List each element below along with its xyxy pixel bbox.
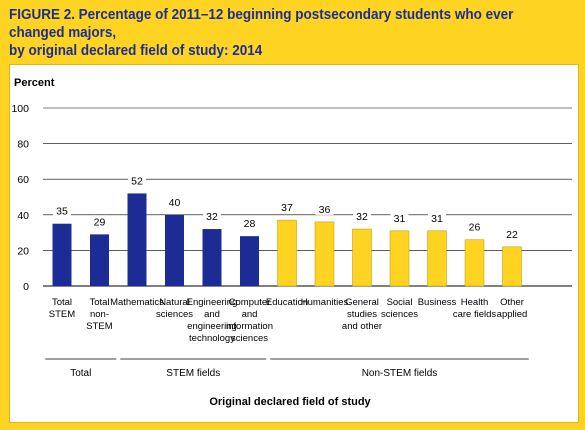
data-label: 26 — [469, 222, 481, 234]
data-label-bg — [390, 211, 409, 224]
bar — [240, 236, 259, 286]
data-label-bg — [503, 227, 521, 240]
x-tick-label: Other applied — [497, 297, 528, 320]
figure-title-line-2: by original declared field of study: 201… — [9, 43, 263, 59]
x-tick-label: Total STEM — [49, 297, 75, 320]
bar — [127, 193, 147, 286]
x-tick-label: Computer and information sciences — [226, 297, 273, 344]
x-tick-label: Total non-STEM — [86, 297, 112, 332]
data-label: 28 — [244, 218, 256, 230]
x-tick-label: Business — [418, 297, 457, 308]
y-tick-label: 20 — [17, 245, 29, 257]
data-label: 52 — [131, 175, 143, 187]
y-tick-label: 80 — [17, 139, 29, 151]
x-tick-label: Health care fields — [453, 297, 497, 320]
bar — [464, 239, 485, 287]
x-tick-label: Mathematics — [110, 297, 164, 308]
data-label-bg — [53, 204, 71, 217]
data-label-bg — [315, 202, 334, 215]
bar — [277, 219, 297, 287]
bar — [165, 214, 184, 286]
data-label: 31 — [431, 213, 443, 225]
bar — [90, 234, 109, 286]
data-label-bg — [428, 211, 446, 224]
group-label: Non-STEM fields — [362, 368, 438, 379]
bar — [52, 223, 72, 286]
x-tick-label: Engineering and engineering technology — [187, 297, 238, 344]
y-tick-label: 60 — [17, 174, 29, 186]
data-label: 37 — [281, 202, 293, 214]
y-tick-label: 0 — [23, 281, 29, 293]
data-label-bg — [240, 217, 259, 230]
data-label-bg — [465, 220, 484, 233]
x-tick-label: General studies and other — [342, 297, 382, 332]
data-label: 32 — [356, 211, 368, 223]
bar — [314, 221, 335, 287]
bar-chart: Percent Original declared field of study… — [11, 77, 572, 408]
figure-title-line-1: FIGURE 2. Percentage of 2011–12 beginnin… — [9, 7, 514, 41]
x-tick-label: Education — [266, 297, 308, 308]
x-tick-label: Natural sciences — [156, 297, 193, 320]
bar — [352, 228, 372, 287]
data-label-bg — [203, 210, 221, 223]
data-label: 36 — [319, 204, 331, 216]
x-tick-label: Humanities — [301, 297, 349, 308]
bar — [502, 246, 522, 287]
group-label: STEM fields — [166, 368, 220, 379]
data-label: 31 — [394, 213, 406, 225]
data-label: 29 — [94, 216, 106, 228]
data-label-bg — [128, 174, 146, 187]
data-label: 35 — [56, 206, 68, 218]
chart-panel: Percent Original declared field of study… — [9, 64, 579, 423]
data-label-bg — [353, 210, 371, 223]
bar — [389, 230, 410, 287]
data-label: 40 — [169, 197, 181, 209]
y-axis-label: Percent — [14, 77, 55, 89]
y-tick-label: 100 — [11, 103, 29, 115]
x-axis-label: Original declared field of study — [209, 396, 371, 408]
data-label: 32 — [206, 211, 218, 223]
data-label-bg — [165, 195, 184, 208]
figure-title: FIGURE 2. Percentage of 2011–12 beginnin… — [9, 6, 539, 60]
data-label-bg — [278, 201, 296, 214]
data-label-bg — [90, 215, 109, 228]
bar — [202, 229, 222, 286]
data-label: 22 — [506, 229, 518, 241]
x-tick-label: Social sciences — [381, 297, 418, 320]
bar — [427, 230, 447, 287]
group-label: Total — [70, 368, 91, 379]
y-tick-label: 40 — [17, 210, 29, 222]
